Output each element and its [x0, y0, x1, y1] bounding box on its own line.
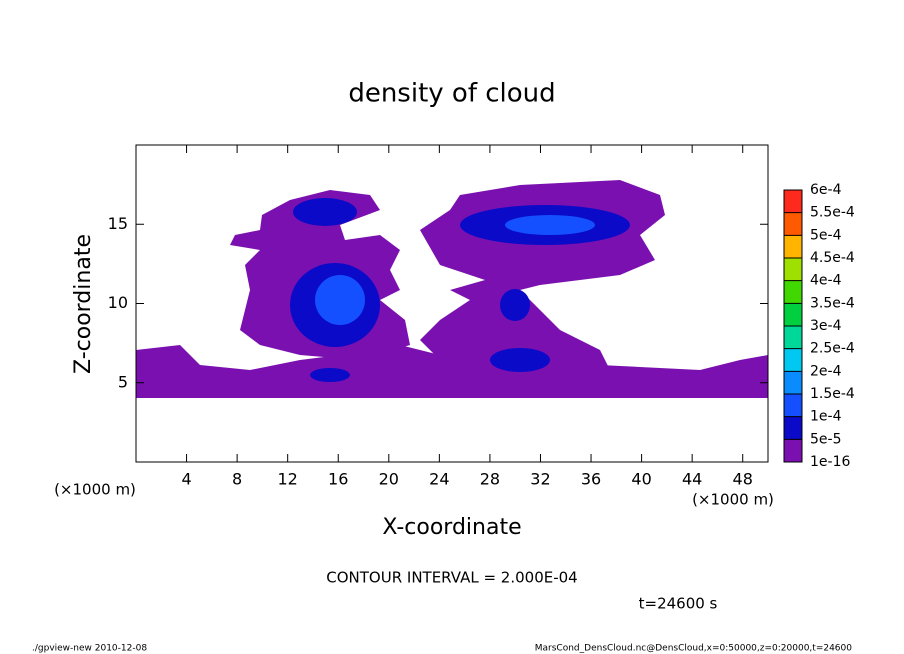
x-tick-label: 32	[530, 470, 550, 489]
x-tick-label: 44	[682, 470, 702, 489]
x-tick-label: 16	[328, 470, 348, 489]
x-tick-label: 12	[278, 470, 298, 489]
y-unit: (×1000 m)	[54, 481, 136, 499]
x-tick-label: 20	[379, 470, 399, 489]
colorbar-label: 5e-5	[810, 431, 841, 447]
y-axis-label: Z-coordinate	[71, 234, 96, 374]
colorbar-label: 2.5e-4	[810, 341, 855, 357]
cloud-core	[490, 348, 550, 372]
colorbar-label: 6e-4	[810, 182, 842, 198]
cloud-core	[293, 198, 357, 226]
colorbar-band	[784, 326, 802, 349]
chart-title: density of cloud	[348, 79, 555, 109]
colorbar-band	[784, 416, 802, 440]
colorbar-label: 1e-16	[810, 454, 850, 470]
colorbar-band	[784, 258, 802, 281]
y-tick-label: 5	[118, 372, 128, 391]
colorbar-label: 3.5e-4	[810, 295, 855, 311]
cloud-core	[500, 289, 530, 321]
annotation: CONTOUR INTERVAL = 2.000E-04	[326, 569, 577, 587]
x-tick-label: 36	[581, 470, 601, 489]
plot-frame	[135, 144, 769, 463]
colorbar-band	[784, 439, 802, 462]
footer-right: MarsCond_DensCloud.nc@DensCloud,x=0:5000…	[535, 644, 852, 654]
colorbar-band	[784, 235, 802, 258]
x-tick-label: 40	[631, 470, 651, 489]
x-tick-label: 8	[232, 470, 242, 489]
x-tick-label: 24	[429, 470, 449, 489]
x-tick-label: 28	[480, 470, 500, 489]
colorbar-band	[784, 280, 802, 304]
x-unit: (×1000 m)	[692, 491, 774, 509]
colorbar-label: 1.5e-4	[810, 386, 855, 402]
colorbar-label: 1e-4	[810, 409, 842, 425]
cloud-core	[505, 215, 595, 235]
colorbar-band	[784, 212, 802, 236]
x-axis-label: X-coordinate	[382, 515, 521, 540]
colorbar-label: 5e-4	[810, 227, 842, 243]
colorbar-band	[784, 303, 802, 326]
colorbar-band	[784, 190, 802, 213]
colorbar-band	[784, 371, 802, 394]
colorbar-band	[784, 394, 802, 417]
cloud-core	[315, 275, 365, 325]
cloud-core	[310, 368, 350, 382]
colorbar-band	[784, 348, 802, 372]
colorbar-label: 5.5e-4	[810, 205, 855, 221]
y-tick-label: 15	[108, 214, 128, 233]
colorbar-label: 4.5e-4	[810, 250, 855, 266]
colorbar-label: 3e-4	[810, 318, 842, 334]
field	[136, 180, 768, 398]
colorbar-label: 4e-4	[810, 273, 842, 289]
x-tick-label: 4	[181, 470, 191, 489]
x-tick-label: 48	[733, 470, 753, 489]
footer-left: ./gpview-new 2010-12-08	[32, 644, 147, 654]
y-tick-label: 10	[108, 293, 128, 312]
annotation: t=24600 s	[639, 595, 718, 613]
colorbar-label: 2e-4	[810, 363, 842, 379]
